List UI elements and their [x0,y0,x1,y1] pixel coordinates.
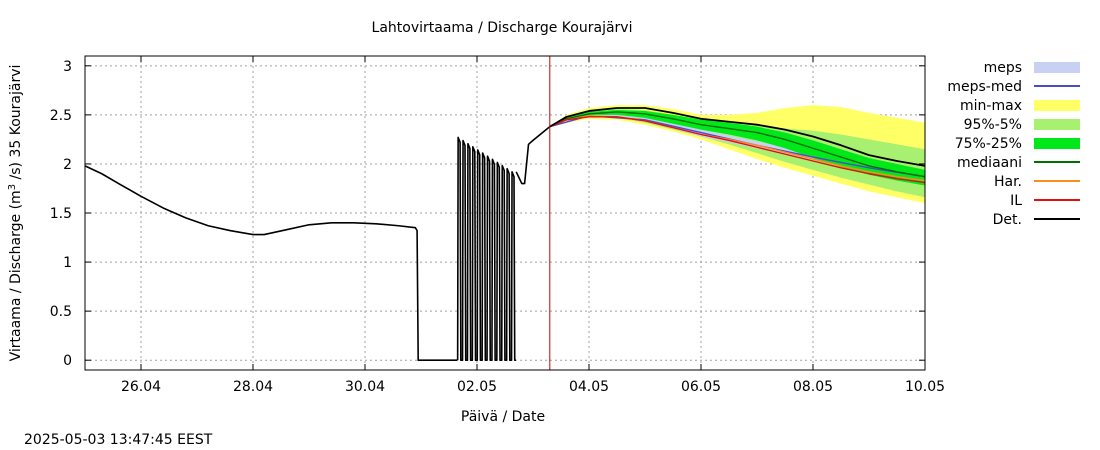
x-tick-label: 30.04 [345,379,385,395]
legend-label-il: IL [1010,193,1022,209]
forecast-lines [549,107,926,184]
legend-swatch-75pct-25pct [1034,138,1080,149]
line-il [549,116,926,184]
y-tick-label: 0 [63,353,72,369]
line-mediaani [549,111,926,178]
axis-ticks: 26.04 28.04 30.04 02.05 04.05 06.05 08.05 10.05… [50,56,945,395]
y-tick-label: 1 [63,255,72,271]
y-axis-label: Virtaama / Discharge (m3 /s) 35 Kourajär… [7,65,24,362]
band-min-max [549,105,925,204]
legend-label-meps-med: meps-med [947,79,1022,95]
legend-swatch-min-max [1034,100,1080,111]
band-75pct-25pct [549,109,925,186]
timestamp: 2025-05-03 13:47:45 EEST [24,432,213,448]
legend-swatch-meps [1034,62,1080,73]
y-tick-label: 2 [63,157,72,173]
legend-label-har: Har. [994,174,1022,190]
legend: meps meps-med min-max 95%-5% 75%-25% mediaani… [947,60,1080,228]
y-tick-label: 2.5 [50,108,72,124]
x-tick-label: 04.05 [569,379,609,395]
legend-label-95pct-5pct: 95%-5% [964,117,1022,133]
observed-tail [515,126,551,185]
legend-label-mediaani: mediaani [957,155,1022,171]
y-tick-label: 1.5 [50,206,72,222]
legend-label-75pct-25pct: 75%-25% [955,136,1022,152]
legend-swatch-95pct-5pct [1034,119,1080,130]
y-tick-label: 0.5 [50,304,72,320]
y-axis-label-suffix: /s) 35 Kourajärvi [8,65,24,184]
chart-title: Lahtovirtaama / Discharge Kourajärvi [372,20,633,36]
legend-label-min-max: min-max [960,98,1022,114]
legend-label-meps: meps [984,60,1022,76]
observed-oscillation [456,136,516,361]
y-tick-label: 3 [63,59,72,75]
x-tick-label: 26.04 [121,379,161,395]
x-tick-label: 10.05 [905,379,945,395]
y-axis-label-sup: 3 [7,184,18,190]
x-tick-label: 08.05 [793,379,833,395]
legend-label-det: Det. [993,212,1022,228]
x-axis-label: Päivä / Date [461,409,545,425]
observed-series [84,126,551,361]
x-tick-label: 28.04 [233,379,273,395]
x-tick-label: 06.05 [681,379,721,395]
x-tick-label: 02.05 [457,379,497,395]
line-det [549,107,926,167]
y-axis-label-prefix: Virtaama / Discharge (m [8,190,24,361]
observed-line [84,165,458,361]
